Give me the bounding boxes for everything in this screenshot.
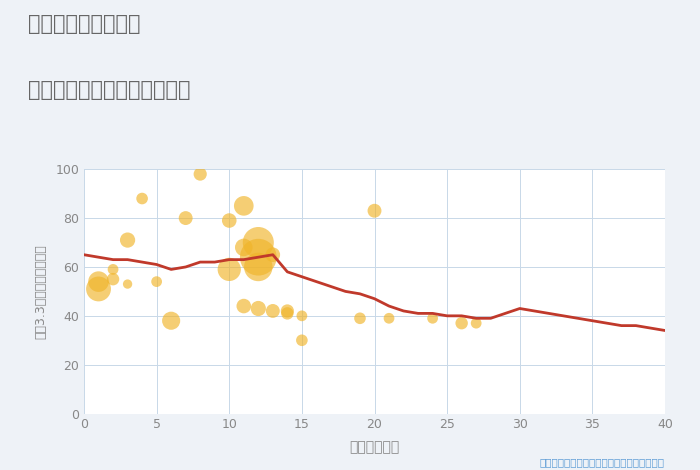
Point (427, 314, 438, 322)
X-axis label: 築年数（年）: 築年数（年） (349, 440, 400, 454)
Point (267, 307, 279, 315)
Point (281, 310, 293, 317)
Point (238, 302, 249, 310)
Point (253, 263, 264, 271)
Text: 築年数別中古マンション価格: 築年数別中古マンション価格 (28, 80, 190, 100)
Point (267, 251, 279, 258)
Text: 三重県松阪市西野町: 三重県松阪市西野町 (28, 14, 141, 34)
Point (224, 266, 235, 273)
Point (224, 217, 235, 224)
Point (136, 195, 148, 202)
Point (296, 337, 307, 344)
Point (281, 307, 293, 315)
Point (122, 280, 133, 288)
Point (470, 320, 482, 327)
Y-axis label: 平（3.3㎡）単価（万円）: 平（3.3㎡）単価（万円） (34, 244, 47, 339)
Point (456, 320, 468, 327)
Point (93, 278, 104, 285)
Point (108, 266, 119, 273)
Point (165, 317, 176, 324)
Point (93, 285, 104, 293)
Point (253, 239, 264, 246)
Point (108, 275, 119, 283)
Point (384, 314, 395, 322)
Point (195, 170, 206, 178)
Point (253, 253, 264, 261)
Point (253, 305, 264, 312)
Point (180, 214, 191, 222)
Point (354, 314, 365, 322)
Point (369, 207, 380, 214)
Point (238, 243, 249, 251)
Text: 円の大きさは、取引のあった物件面積を示す: 円の大きさは、取引のあった物件面積を示す (540, 458, 665, 468)
Point (151, 278, 162, 285)
Point (122, 236, 133, 244)
Point (296, 312, 307, 320)
Point (238, 202, 249, 210)
